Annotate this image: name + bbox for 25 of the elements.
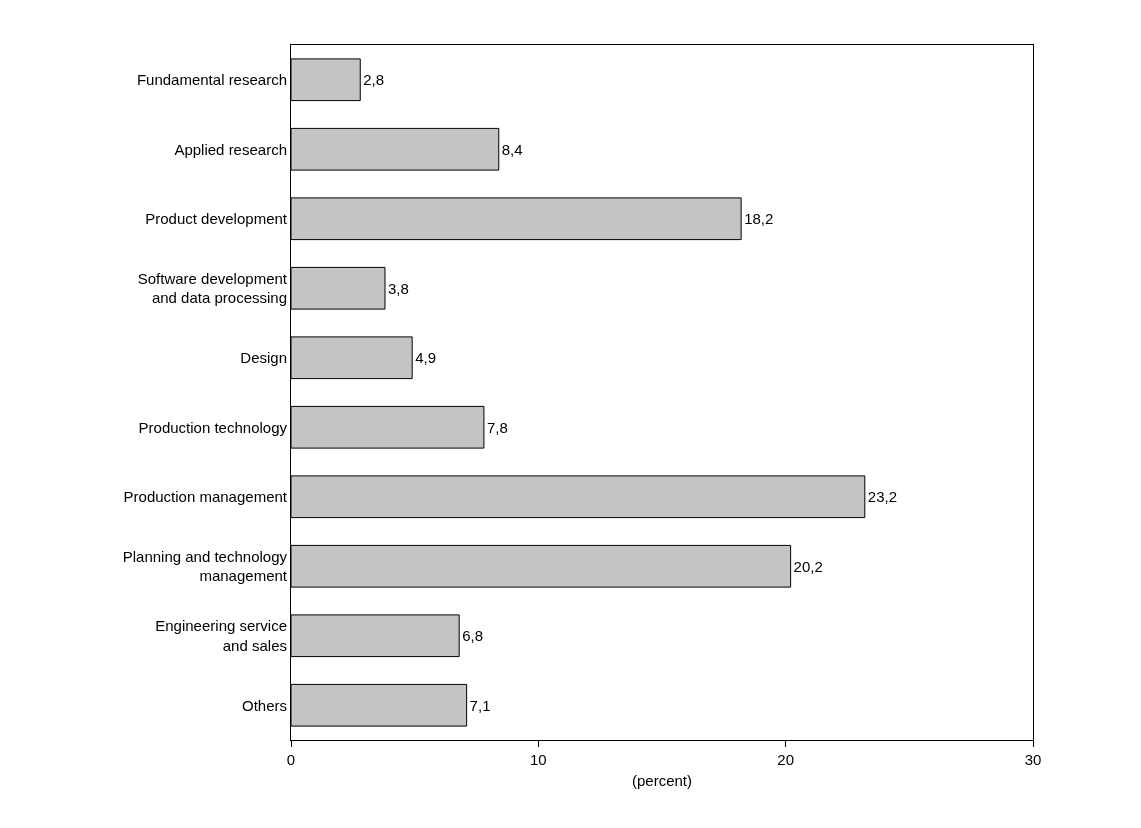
x-tick-label: 20	[777, 751, 795, 768]
data-label: 6,8	[462, 627, 484, 645]
x-tick-label: 10	[529, 751, 547, 768]
data-label: 7,1	[469, 696, 491, 714]
y-tick-label: Others	[241, 696, 287, 714]
data-label: 8,4	[501, 140, 523, 158]
x-axis-title: (percent)	[631, 772, 693, 789]
y-tick-label: Applied research	[174, 140, 287, 158]
y-tick-label: Production management	[123, 488, 288, 505]
data-label: 23,2	[867, 488, 898, 506]
data-label: 7,8	[486, 418, 508, 436]
y-tick-label: Planning and technology management	[122, 547, 288, 585]
x-tick-label: 30	[1024, 751, 1042, 768]
y-tick-label: Engineering service and sales	[155, 617, 287, 654]
data-label: 18,2	[744, 210, 774, 228]
y-tick-label: Fundamental research	[136, 71, 287, 88]
data-label: 2,8	[363, 71, 385, 89]
y-tick-label: Product development	[145, 210, 288, 227]
data-label: 20,2	[793, 557, 823, 575]
data-label: 4,9	[415, 349, 437, 367]
x-tick-label: 0	[286, 751, 296, 768]
y-tick-label: Design	[240, 349, 287, 366]
data-label: 3,8	[387, 279, 409, 297]
y-tick-label: Software development and data processing	[137, 269, 288, 307]
y-tick-label: Production technology	[138, 418, 288, 436]
